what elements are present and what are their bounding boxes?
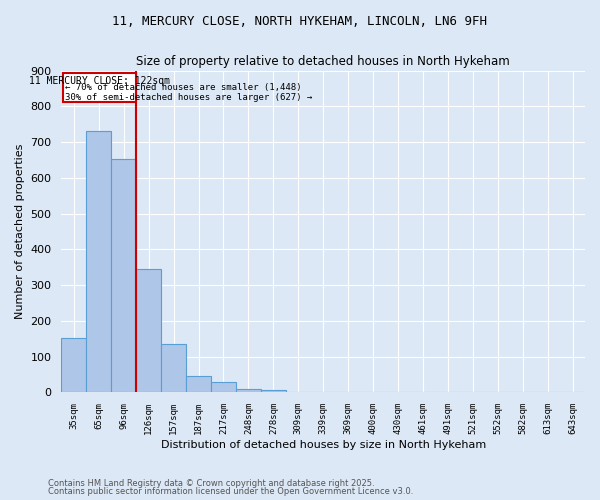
FancyBboxPatch shape <box>64 73 136 102</box>
Y-axis label: Number of detached properties: Number of detached properties <box>15 144 25 319</box>
Text: ← 70% of detached houses are smaller (1,448): ← 70% of detached houses are smaller (1,… <box>65 84 302 92</box>
Title: Size of property relative to detached houses in North Hykeham: Size of property relative to detached ho… <box>136 55 510 68</box>
X-axis label: Distribution of detached houses by size in North Hykeham: Distribution of detached houses by size … <box>161 440 486 450</box>
Text: 30% of semi-detached houses are larger (627) →: 30% of semi-detached houses are larger (… <box>65 93 313 102</box>
Bar <box>236 388 261 392</box>
Bar <box>61 338 86 392</box>
Bar <box>136 270 161 392</box>
Bar <box>211 382 236 392</box>
Text: Contains public sector information licensed under the Open Government Licence v3: Contains public sector information licen… <box>48 487 413 496</box>
Bar <box>261 390 286 392</box>
Bar <box>86 132 111 392</box>
Text: 11 MERCURY CLOSE: 122sqm: 11 MERCURY CLOSE: 122sqm <box>29 76 170 86</box>
Bar <box>111 158 136 392</box>
Text: Contains HM Land Registry data © Crown copyright and database right 2025.: Contains HM Land Registry data © Crown c… <box>48 478 374 488</box>
Text: 11, MERCURY CLOSE, NORTH HYKEHAM, LINCOLN, LN6 9FH: 11, MERCURY CLOSE, NORTH HYKEHAM, LINCOL… <box>113 15 487 28</box>
Bar <box>186 376 211 392</box>
Bar <box>161 344 186 393</box>
